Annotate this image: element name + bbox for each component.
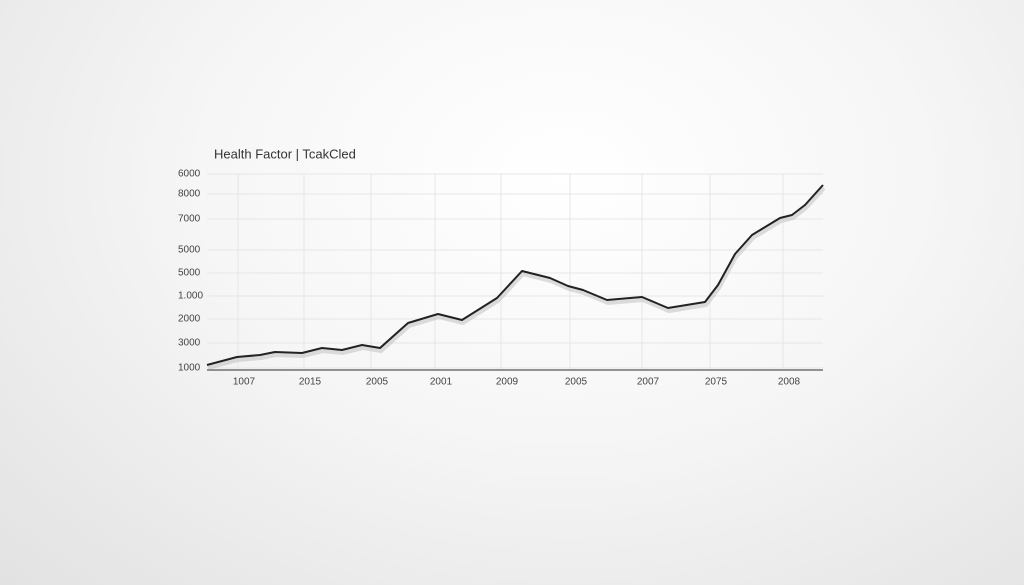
x-tick-label: 2005: [366, 377, 389, 388]
line: [206, 184, 824, 366]
x-tick-label: 1007: [233, 377, 256, 388]
y-tick-label: 1000: [178, 363, 201, 374]
y-tick-label: 6000: [178, 169, 201, 180]
x-tick-label: 2005: [565, 377, 588, 388]
y-tick-label: 8000: [178, 189, 201, 200]
chart-title: Health Factor | TcakCled: [214, 146, 356, 161]
y-tick-label: 5000: [178, 245, 201, 256]
line-shadow: [207, 186, 826, 370]
x-tick-label: 2009: [496, 377, 519, 388]
grid: [207, 173, 823, 370]
x-tick-label: 2075: [705, 377, 728, 388]
y-tick-label: 5000: [178, 268, 201, 279]
x-tick-label: 2001: [430, 377, 453, 388]
y-tick-label: 7000: [178, 214, 201, 225]
x-tick-label: 2008: [778, 377, 801, 388]
y-tick-label: 1.000: [178, 291, 203, 302]
x-tick-label: 2007: [637, 377, 660, 388]
x-tick-label: 2015: [299, 377, 322, 388]
y-tick-label: 3000: [178, 338, 201, 349]
y-tick-label: 2000: [178, 314, 201, 325]
